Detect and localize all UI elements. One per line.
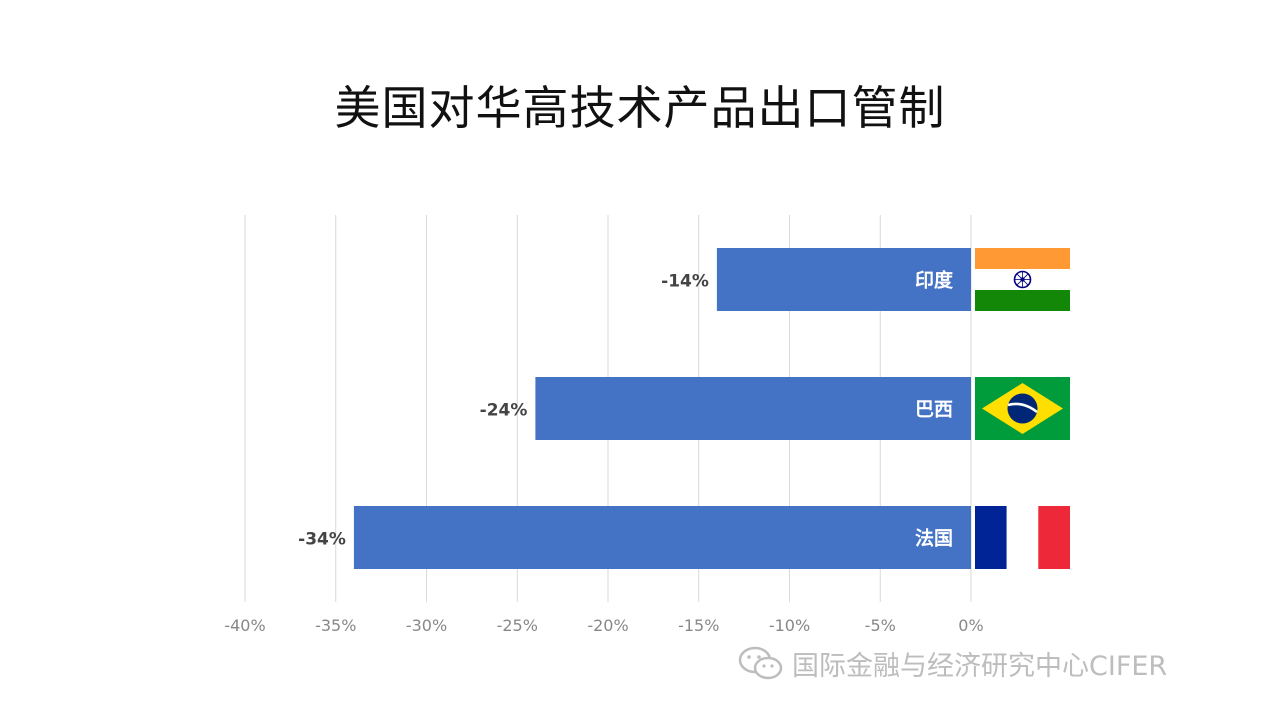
x-tick-label: -25% <box>497 616 538 635</box>
x-tick-label: -5% <box>865 616 896 635</box>
x-tick-label: -35% <box>315 616 356 635</box>
france-flag <box>975 506 1070 569</box>
data-label: -34% <box>298 530 346 550</box>
data-label: -24% <box>480 401 528 421</box>
bars: 印度 -14% 巴西 -24% 法国 -34% <box>298 248 971 569</box>
x-tick-label: -30% <box>406 616 447 635</box>
data-label: -14% <box>661 272 709 292</box>
x-tick-label: 0% <box>958 616 983 635</box>
chart-title: 美国对华高技术产品出口管制 <box>334 81 946 135</box>
bar <box>716 248 971 311</box>
x-tick-label: -10% <box>769 616 810 635</box>
bar <box>353 506 971 569</box>
x-tick-label: -15% <box>678 616 719 635</box>
brazil-flag <box>975 377 1070 440</box>
wechat-icon <box>738 646 783 679</box>
x-tick-label: -40% <box>224 616 265 635</box>
x-tick-labels: -40% -35% -30% -25% -20% -15% -10% -5% 0% <box>224 616 983 635</box>
watermark: 国际金融与经济研究中心CIFER <box>738 644 1167 683</box>
watermark-text: 国际金融与经济研究中心CIFER <box>792 651 1168 682</box>
bar <box>535 377 971 440</box>
category-label: 印度 <box>915 269 954 292</box>
india-flag <box>975 248 1070 311</box>
category-label: 法国 <box>915 527 953 550</box>
category-label: 巴西 <box>915 399 953 421</box>
x-tick-label: -20% <box>587 616 628 635</box>
